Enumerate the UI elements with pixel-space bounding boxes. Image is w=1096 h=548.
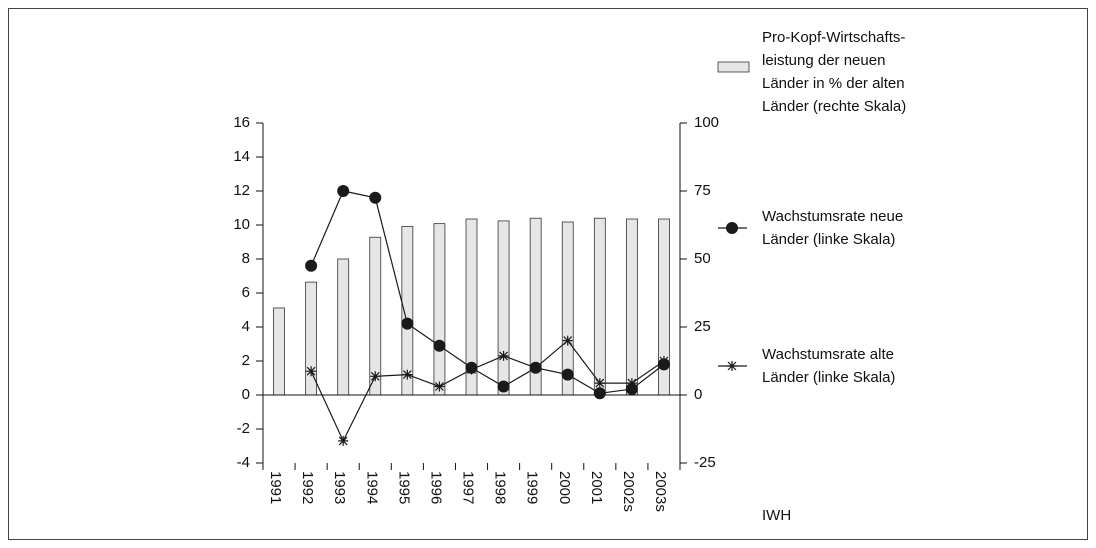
y-tick-label: -2 — [237, 420, 250, 437]
x-tick-label: 1993 — [331, 471, 348, 504]
y-tick-label: 4 — [242, 318, 250, 335]
x-tick-label: 1998 — [492, 471, 509, 504]
legend-swatch — [717, 61, 750, 73]
x-tick-label: 1996 — [427, 471, 444, 504]
bar — [305, 281, 318, 396]
line — [310, 339, 665, 443]
x-tick-label: 1991 — [267, 471, 284, 504]
y-tick-label: 10 — [233, 216, 250, 233]
point — [498, 350, 509, 361]
point — [338, 435, 349, 446]
x-tick-label: 1997 — [460, 471, 477, 504]
y-tick-label: 0 — [242, 386, 250, 403]
point — [306, 366, 317, 377]
x-tick-label: 2001 — [588, 471, 605, 504]
y2-tick-label: 0 — [694, 386, 702, 403]
source: IWH — [762, 507, 791, 524]
x-tick-label: 2002s — [620, 471, 637, 512]
bar — [337, 258, 350, 396]
y-tick-label: 16 — [233, 114, 250, 131]
y-tick-label: 12 — [233, 182, 250, 199]
point — [594, 378, 605, 389]
y2-tick-label: 25 — [694, 318, 711, 335]
y2-tick-label: 50 — [694, 250, 711, 267]
y2-tick-label: 75 — [694, 182, 711, 199]
point — [369, 191, 382, 204]
legend-label: Wachstumsrate neue Länder (linke Skala) — [762, 208, 904, 248]
point — [337, 185, 350, 197]
point — [466, 364, 477, 375]
y-tick-label: 2 — [242, 352, 250, 369]
y2-tick-label: 100 — [694, 114, 719, 131]
x-tick-label: 1995 — [395, 471, 412, 504]
point — [561, 368, 574, 381]
bar — [273, 307, 285, 396]
x-tick-label: 1999 — [524, 471, 541, 504]
point — [593, 387, 606, 400]
bar — [497, 220, 510, 396]
y-tick-label: 6 — [242, 284, 250, 301]
point — [562, 335, 573, 346]
bar — [625, 218, 638, 396]
x-tick-label: 2000 — [556, 471, 573, 504]
frame — [8, 8, 1088, 540]
point — [626, 378, 637, 389]
point — [401, 317, 414, 330]
x-tick-label: 2003s — [652, 471, 669, 512]
legend-marker — [726, 222, 738, 234]
point — [305, 259, 318, 272]
y2-tick-label: -25 — [694, 454, 716, 471]
point — [433, 339, 446, 352]
bar — [593, 217, 606, 396]
point — [402, 369, 413, 380]
legend-label: Pro-Kopf-Wirtschafts- leistung der neuen… — [762, 29, 907, 115]
point — [658, 356, 669, 366]
y-tick-label: 8 — [242, 250, 250, 267]
legend-marker — [727, 361, 737, 371]
point — [370, 371, 381, 382]
bar — [433, 223, 446, 396]
legend-label: Wachstumsrate alte Länder (linke Skala) — [762, 346, 896, 386]
point — [497, 380, 510, 393]
y-tick-label: -4 — [237, 454, 250, 471]
x-tick-label: 1994 — [363, 471, 380, 504]
point — [434, 381, 445, 392]
y-tick-label: 14 — [233, 148, 250, 165]
x-tick-label: 1992 — [299, 471, 316, 504]
point — [530, 362, 541, 373]
